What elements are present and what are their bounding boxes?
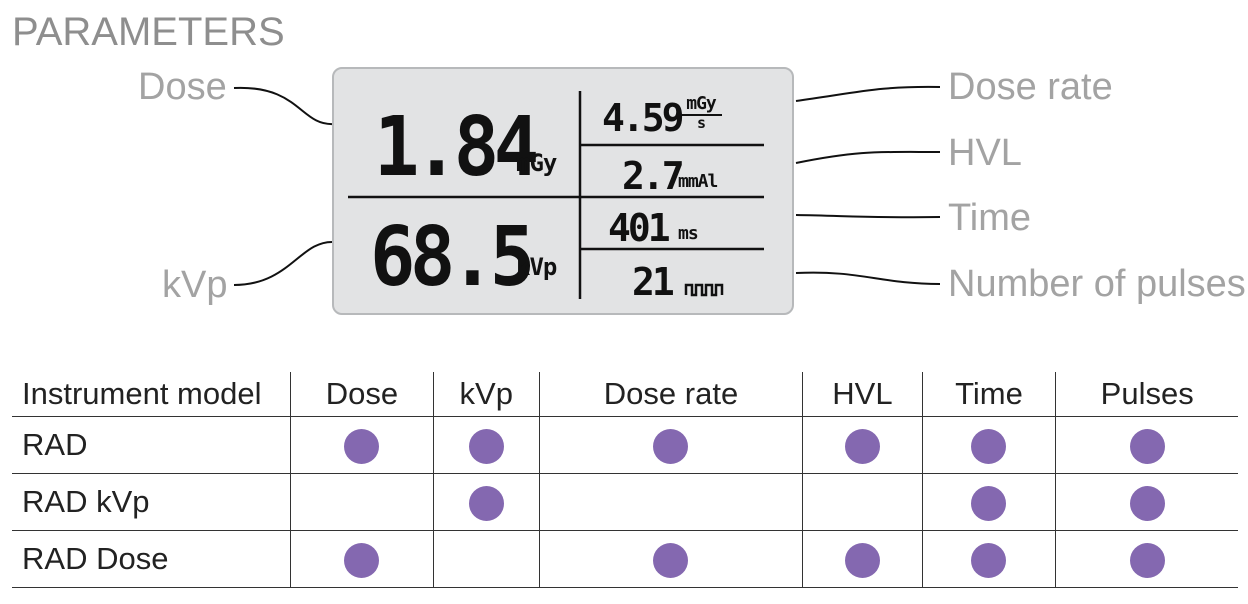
feature-cell [538,416,803,474]
feature-cell [432,416,540,474]
dose-rate-unit-denominator: s [696,114,706,132]
header-kvp: kVp [432,372,540,417]
table-row: RAD Dose [12,530,1238,588]
callout-dose: Dose [138,66,227,108]
feature-dot [971,485,1007,521]
feature-dot [468,485,504,521]
table-row: RAD [12,416,1238,474]
feature-cell [538,473,803,531]
feature-cell [432,473,540,531]
callout-pulses: Number of pulses [948,263,1246,305]
dose-unit: mGy [516,149,557,177]
callout-hvl: HVL [948,132,1022,174]
header-pulses: Pulses [1055,372,1238,417]
dose-rate-unit-numerator: mGy [680,95,722,116]
feature-dot [1129,428,1165,464]
time-value: 401 [608,206,671,250]
feature-cell [921,530,1056,588]
feature-dot [653,542,689,578]
feature-cell [1055,530,1238,588]
feature-dot [971,542,1007,578]
time-unit: ms [678,223,699,244]
feature-dot [844,428,880,464]
feature-cell [290,530,434,588]
header-hvl: HVL [802,372,923,417]
feature-cell [1055,416,1238,474]
callout-time: Time [948,197,1032,239]
hvl-unit: mmAl [678,171,718,192]
kvp-value: 68.5 [370,210,535,305]
pulses-value: 21 [632,260,675,304]
leader-line-dose [233,86,335,126]
table-header-row: Instrument model Dose kVp Dose rate HVL … [12,372,1238,417]
leader-line-time [795,214,941,219]
model-name: RAD [12,416,291,474]
feature-cell [1055,473,1238,531]
table-row: RAD kVp [12,473,1238,531]
dose-value: 1.84 [374,100,539,195]
callout-kvp: kVp [162,264,228,306]
leader-lines [233,85,941,286]
dose-rate-value: 4.59 [602,96,684,140]
leader-line-pulses [795,271,941,285]
leader-line-hvl [795,150,941,164]
feature-cell [802,530,923,588]
feature-dot [344,542,380,578]
feature-cell [432,530,540,588]
dose-rate-unit: mGy s [680,95,722,131]
feature-cell [921,416,1056,474]
header-dose-rate: Dose rate [538,372,803,417]
model-name: RAD Dose [12,530,291,588]
leader-line-dose-rate [795,85,941,102]
model-comparison-table: Instrument model Dose kVp Dose rate HVL … [12,372,1238,588]
model-name: RAD kVp [12,473,291,531]
leader-line-kvp [233,240,335,286]
instrument-display: 1.84 mGy 68.5 kVp 4.59 mGy s 2.7 mmAl 40… [332,67,794,315]
header-time: Time [921,372,1056,417]
feature-dot [653,428,689,464]
display-grid [348,91,764,299]
hvl-value: 2.7 [622,154,685,198]
feature-cell [802,473,923,531]
feature-dot [468,428,504,464]
kvp-unit: kVp [516,253,557,281]
feature-cell [290,416,434,474]
feature-cell [290,473,434,531]
feature-dot [1129,542,1165,578]
callout-dose-rate: Dose rate [948,66,1113,108]
feature-cell [921,473,1056,531]
pulse-train-icon [684,283,724,297]
header-instrument-model: Instrument model [12,372,291,417]
feature-dot [344,428,380,464]
feature-cell [802,416,923,474]
feature-dot [971,428,1007,464]
feature-dot [844,542,880,578]
page-title: PARAMETERS [12,10,285,54]
header-dose: Dose [290,372,434,417]
feature-cell [538,530,803,588]
feature-dot [1129,485,1165,521]
